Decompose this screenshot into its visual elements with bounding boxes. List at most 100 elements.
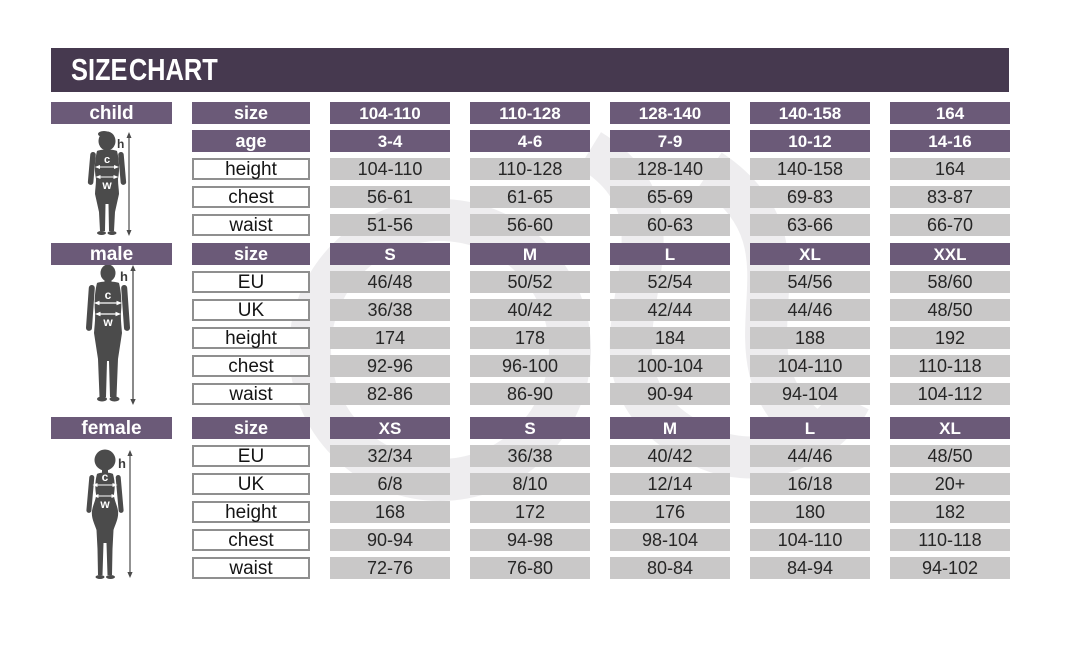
value-cell: 82-86 (330, 383, 450, 405)
value-cell: 104-110 (330, 158, 450, 180)
size-value-cell: L (750, 417, 870, 439)
value-cell: 174 (330, 327, 450, 349)
size-value-cell: 110-128 (470, 102, 590, 124)
row-label-waist: waist (192, 557, 310, 579)
female-figure: h c w (86, 449, 133, 579)
value-cell: 40/42 (470, 299, 590, 321)
age-value-cell: 14-16 (890, 130, 1010, 152)
value-cell: 16/18 (750, 473, 870, 495)
value-cell: 94-98 (470, 529, 590, 551)
spacer (51, 299, 172, 321)
waist-arrow-icon (95, 175, 119, 179)
body-silhouette (86, 449, 124, 579)
size-value-cell: S (330, 243, 450, 265)
age-value-cell: 10-12 (750, 130, 870, 152)
value-cell: 104-110 (750, 529, 870, 551)
spacer (51, 158, 172, 180)
spacer (51, 271, 172, 293)
size-value-cell: 164 (890, 102, 1010, 124)
value-cell: 96-100 (470, 355, 590, 377)
value-cell: 104-112 (890, 383, 1010, 405)
spacer (51, 130, 172, 152)
chest-letter: c (102, 470, 109, 484)
row-label-height: height (192, 327, 310, 349)
value-cell: 61-65 (470, 186, 590, 208)
value-cell: 90-94 (610, 383, 730, 405)
value-cell: 46/48 (330, 271, 450, 293)
title-bar: SIZE CHART (51, 48, 1009, 92)
value-cell: 100-104 (610, 355, 730, 377)
category-label-male: male (51, 243, 172, 265)
value-cell: 69-83 (750, 186, 870, 208)
row-label-size: size (192, 243, 310, 265)
value-cell: 188 (750, 327, 870, 349)
row-label-height: height (192, 158, 310, 180)
spacer (51, 529, 172, 551)
value-cell: 168 (330, 501, 450, 523)
row-label-eu: EU (192, 271, 310, 293)
category-label-child: child (51, 102, 172, 124)
row-label-chest: chest (192, 529, 310, 551)
row-label-waist: waist (192, 383, 310, 405)
height-arrow-icon (130, 265, 136, 405)
section-child: child size 104-110 110-128 128-140 140-1… (51, 102, 1010, 236)
size-value-cell: XS (330, 417, 450, 439)
value-cell: 83-87 (890, 186, 1010, 208)
row-label-chest: chest (192, 186, 310, 208)
value-cell: 51-56 (330, 214, 450, 236)
value-cell: 6/8 (330, 473, 450, 495)
value-cell: 63-66 (750, 214, 870, 236)
value-cell: 86-90 (470, 383, 590, 405)
row-label-size: size (192, 102, 310, 124)
value-cell: 94-104 (750, 383, 870, 405)
age-value-cell: 3-4 (330, 130, 450, 152)
value-cell: 36/38 (470, 445, 590, 467)
value-cell: 65-69 (610, 186, 730, 208)
spacer (51, 355, 172, 377)
value-cell: 94-102 (890, 557, 1010, 579)
value-cell: 66-70 (890, 214, 1010, 236)
value-cell: 140-158 (750, 158, 870, 180)
value-cell: 80-84 (610, 557, 730, 579)
row-label-height: height (192, 501, 310, 523)
spacer (51, 383, 172, 405)
row-label-waist: waist (192, 214, 310, 236)
chest-arrow-icon (94, 300, 122, 306)
size-value-cell: 128-140 (610, 102, 730, 124)
value-cell: 50/52 (470, 271, 590, 293)
row-label-uk: UK (192, 473, 310, 495)
height-letter: h (120, 269, 128, 284)
value-cell: 84-94 (750, 557, 870, 579)
value-cell: 184 (610, 327, 730, 349)
size-value-cell: M (470, 243, 590, 265)
value-cell: 182 (890, 501, 1010, 523)
value-cell: 180 (750, 501, 870, 523)
row-label-uk: UK (192, 299, 310, 321)
value-cell: 56-61 (330, 186, 450, 208)
value-cell: 8/10 (470, 473, 590, 495)
size-value-cell: M (610, 417, 730, 439)
value-cell: 40/42 (610, 445, 730, 467)
value-cell: 76-80 (470, 557, 590, 579)
chest-letter: c (105, 288, 112, 302)
waist-letter: w (102, 315, 113, 329)
size-value-cell: 140-158 (750, 102, 870, 124)
body-silhouette (87, 131, 127, 235)
value-cell: 60-63 (610, 214, 730, 236)
age-value-cell: 4-6 (470, 130, 590, 152)
height-arrow-icon (126, 132, 132, 236)
height-arrow-icon (127, 450, 133, 578)
row-label-eu: EU (192, 445, 310, 467)
value-cell: 110-128 (470, 158, 590, 180)
value-cell: 192 (890, 327, 1010, 349)
row-label-age: age (192, 130, 310, 152)
row-label-size: size (192, 417, 310, 439)
spacer (51, 186, 172, 208)
value-cell: 20+ (890, 473, 1010, 495)
value-cell: 32/34 (330, 445, 450, 467)
value-cell: 54/56 (750, 271, 870, 293)
value-cell: 44/46 (750, 445, 870, 467)
male-figure: h c w (86, 264, 136, 405)
value-cell: 164 (890, 158, 1010, 180)
